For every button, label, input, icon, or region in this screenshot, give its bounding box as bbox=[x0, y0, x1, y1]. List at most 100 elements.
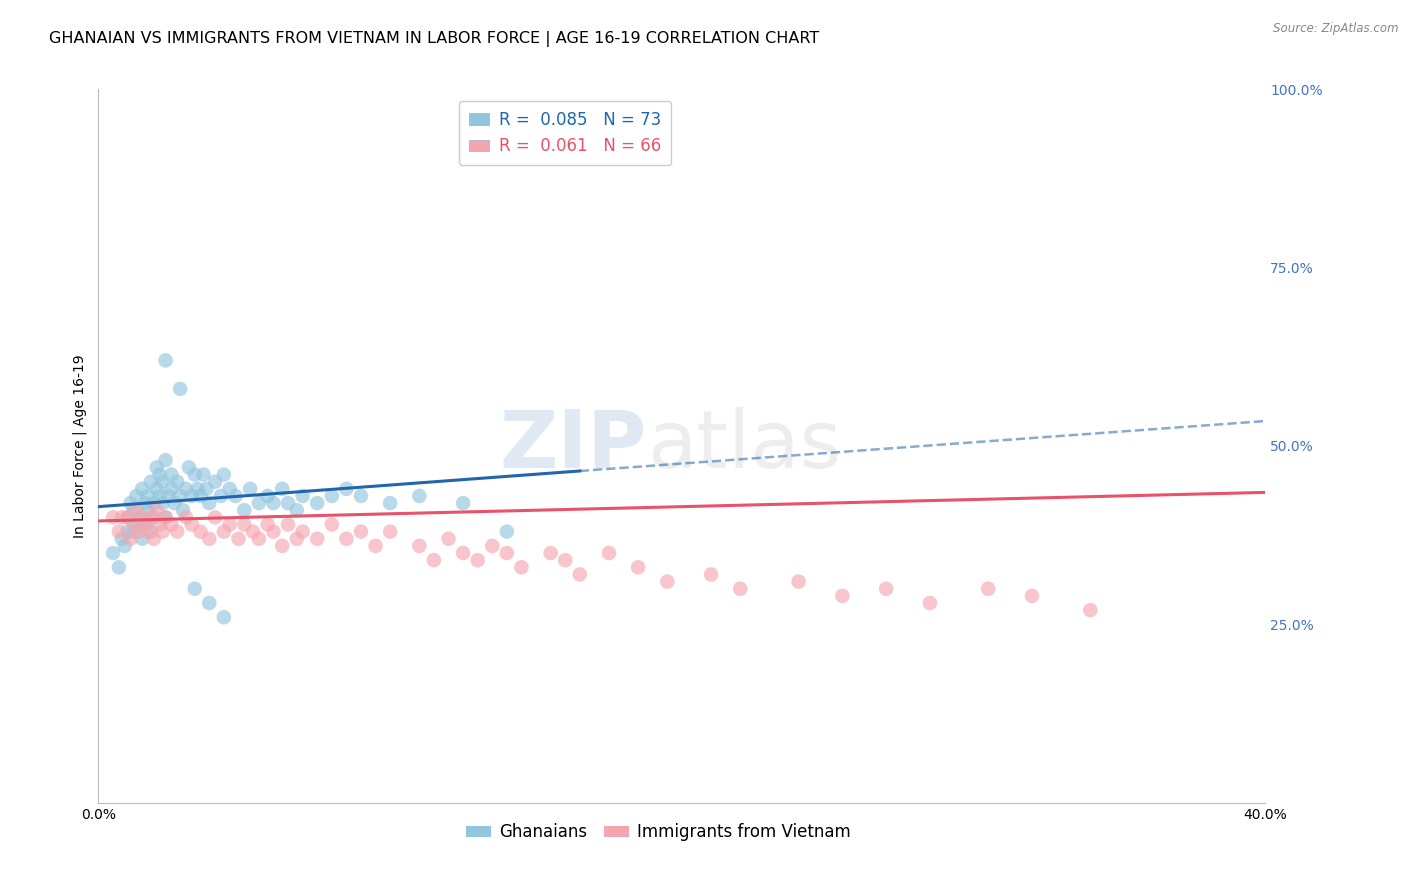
Point bbox=[218, 517, 240, 532]
Point bbox=[277, 496, 299, 510]
Y-axis label: In Labor Force | Age 16-19: In Labor Force | Age 16-19 bbox=[73, 354, 87, 538]
Point bbox=[177, 460, 200, 475]
Point bbox=[125, 503, 148, 517]
Legend: Ghanaians, Immigrants from Vietnam: Ghanaians, Immigrants from Vietnam bbox=[460, 817, 858, 848]
Point bbox=[321, 517, 343, 532]
Point bbox=[700, 567, 723, 582]
Point bbox=[136, 503, 159, 517]
Point bbox=[131, 482, 153, 496]
Point bbox=[101, 510, 124, 524]
Point bbox=[875, 582, 897, 596]
Point bbox=[155, 453, 177, 467]
Point bbox=[657, 574, 679, 589]
Point bbox=[408, 539, 430, 553]
Point bbox=[307, 496, 329, 510]
Point bbox=[496, 546, 519, 560]
Point bbox=[149, 489, 172, 503]
Point bbox=[568, 567, 591, 582]
Point bbox=[256, 489, 278, 503]
Point bbox=[120, 532, 142, 546]
Point bbox=[256, 517, 278, 532]
Point bbox=[554, 553, 576, 567]
Point bbox=[242, 524, 264, 539]
Point bbox=[180, 517, 202, 532]
Point bbox=[225, 489, 247, 503]
Point bbox=[195, 482, 218, 496]
Point bbox=[114, 539, 136, 553]
Point bbox=[131, 510, 153, 524]
Point bbox=[166, 524, 188, 539]
Point bbox=[247, 532, 270, 546]
Point bbox=[437, 532, 460, 546]
Point bbox=[160, 482, 183, 496]
Point bbox=[125, 517, 148, 532]
Point bbox=[136, 489, 159, 503]
Point bbox=[285, 532, 308, 546]
Point bbox=[152, 524, 174, 539]
Point bbox=[120, 496, 142, 510]
Point bbox=[134, 496, 156, 510]
Point bbox=[451, 496, 474, 510]
Point bbox=[169, 382, 191, 396]
Point bbox=[627, 560, 650, 574]
Point bbox=[128, 524, 150, 539]
Point bbox=[172, 503, 194, 517]
Point bbox=[183, 467, 205, 482]
Point bbox=[160, 517, 183, 532]
Point bbox=[187, 482, 209, 496]
Point bbox=[451, 546, 474, 560]
Point bbox=[183, 582, 205, 596]
Point bbox=[1021, 589, 1043, 603]
Point bbox=[111, 510, 134, 524]
Point bbox=[117, 510, 139, 524]
Point bbox=[423, 553, 446, 567]
Point bbox=[408, 489, 430, 503]
Point bbox=[142, 496, 165, 510]
Point bbox=[218, 482, 240, 496]
Point bbox=[321, 489, 343, 503]
Point bbox=[134, 517, 156, 532]
Point bbox=[111, 532, 134, 546]
Point bbox=[136, 524, 159, 539]
Point bbox=[139, 475, 162, 489]
Point bbox=[125, 489, 148, 503]
Point bbox=[117, 510, 139, 524]
Point bbox=[977, 582, 1000, 596]
Point bbox=[380, 524, 402, 539]
Point bbox=[193, 467, 215, 482]
Point bbox=[277, 517, 299, 532]
Point bbox=[134, 517, 156, 532]
Point bbox=[730, 582, 752, 596]
Point bbox=[117, 524, 139, 539]
Point bbox=[335, 532, 357, 546]
Point bbox=[146, 482, 169, 496]
Point bbox=[166, 475, 188, 489]
Point bbox=[239, 482, 262, 496]
Point bbox=[146, 503, 169, 517]
Point bbox=[163, 496, 186, 510]
Point bbox=[155, 353, 177, 368]
Point bbox=[146, 460, 169, 475]
Point bbox=[155, 510, 177, 524]
Point bbox=[212, 467, 235, 482]
Point bbox=[233, 517, 256, 532]
Text: GHANAIAN VS IMMIGRANTS FROM VIETNAM IN LABOR FORCE | AGE 16-19 CORRELATION CHART: GHANAIAN VS IMMIGRANTS FROM VIETNAM IN L… bbox=[49, 31, 820, 47]
Point bbox=[160, 467, 183, 482]
Point bbox=[380, 496, 402, 510]
Point bbox=[152, 496, 174, 510]
Point bbox=[149, 467, 172, 482]
Point bbox=[262, 524, 284, 539]
Point bbox=[598, 546, 620, 560]
Point bbox=[198, 596, 221, 610]
Point bbox=[212, 524, 235, 539]
Point bbox=[155, 510, 177, 524]
Point bbox=[307, 532, 329, 546]
Point bbox=[1080, 603, 1102, 617]
Point bbox=[350, 489, 373, 503]
Point bbox=[190, 524, 212, 539]
Point bbox=[122, 524, 145, 539]
Point bbox=[139, 510, 162, 524]
Point bbox=[271, 482, 294, 496]
Point bbox=[364, 539, 387, 553]
Point bbox=[496, 524, 519, 539]
